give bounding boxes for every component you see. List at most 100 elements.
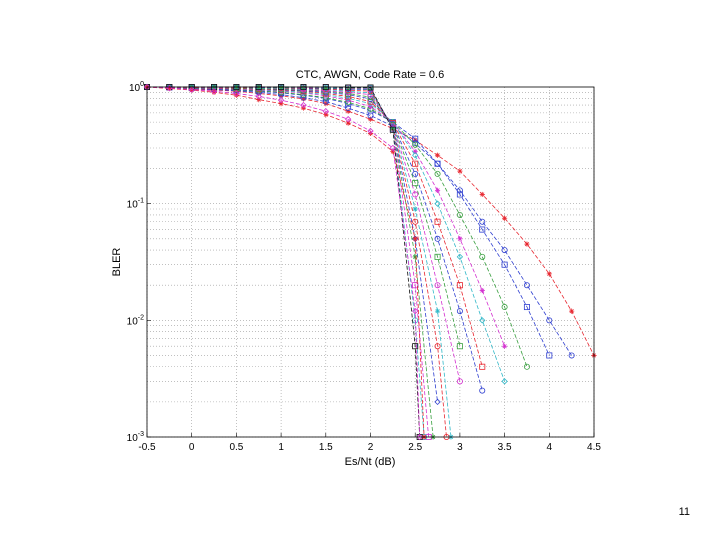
y-tick-label: 10-2: [127, 314, 144, 327]
data-point: [523, 282, 530, 289]
data-point: [344, 95, 352, 102]
series-line: [147, 86, 461, 382]
data-point: [568, 352, 575, 359]
data-point: [523, 304, 530, 311]
x-axis-label: Es/Nt (dB): [345, 456, 396, 468]
data-point: [479, 287, 485, 294]
data-point: [456, 253, 464, 261]
y-axis-label: BLER: [111, 248, 123, 277]
x-tick-label: 4: [547, 442, 553, 453]
data-point: [412, 152, 419, 159]
data-point: [434, 282, 441, 289]
data-point: [412, 160, 419, 167]
data-point: [389, 126, 396, 133]
series-line: [147, 86, 438, 402]
data-point: [367, 84, 374, 91]
series-line: [147, 86, 461, 347]
data-point: [412, 170, 419, 177]
data-point: [456, 191, 463, 198]
series-line: [146, 86, 528, 367]
data-point: [189, 87, 195, 93]
data-point: [367, 100, 374, 107]
x-tick-label: 0.5: [229, 442, 243, 453]
x-tick-label: 3.5: [498, 442, 512, 453]
data-point: [412, 282, 419, 289]
data-point: [457, 236, 463, 242]
data-point: [524, 241, 530, 247]
data-point: [345, 85, 351, 92]
data-point: [389, 144, 397, 152]
x-tick-label: 1.5: [319, 442, 333, 453]
data-point: [412, 206, 418, 212]
data-point: [434, 187, 441, 193]
data-point: [345, 97, 351, 103]
series-14: [144, 84, 436, 440]
data-point: [412, 191, 419, 198]
data-point: [412, 236, 418, 242]
data-point: [479, 226, 486, 233]
data-point: [457, 168, 463, 174]
series-line: [147, 86, 483, 367]
data-point: [210, 88, 218, 95]
series-1: [144, 84, 597, 359]
data-point: [456, 211, 463, 218]
x-tick-label: 3: [457, 442, 463, 453]
data-point: [456, 343, 463, 350]
data-point: [412, 148, 418, 155]
data-point: [434, 398, 441, 406]
series-line: [147, 86, 505, 382]
y-tick-label: 100: [129, 81, 144, 94]
data-point: [412, 343, 419, 350]
data-point: [322, 98, 329, 105]
data-point: [479, 317, 486, 324]
data-point: [546, 352, 553, 359]
data-point: [412, 307, 419, 315]
data-point: [278, 101, 284, 107]
data-point: [278, 84, 284, 91]
data-point: [434, 152, 441, 158]
data-point: [188, 86, 195, 93]
data-point: [412, 141, 419, 148]
data-point: [367, 90, 374, 96]
data-point: [434, 308, 441, 314]
data-point: [479, 191, 485, 198]
x-tick-label: 1: [278, 442, 284, 453]
data-point: [502, 215, 508, 221]
data-point: [434, 218, 441, 225]
series-line: [147, 86, 429, 438]
data-point: [323, 101, 329, 107]
x-tick-label: 2.5: [408, 442, 422, 453]
data-point: [456, 378, 463, 385]
data-point: [322, 108, 329, 115]
series-line: [147, 86, 425, 438]
data-point: [479, 387, 486, 394]
data-point: [479, 253, 486, 260]
series-line: [147, 86, 452, 438]
data-point: [501, 261, 508, 268]
data-point: [479, 218, 486, 225]
data-point: [412, 218, 419, 225]
x-tick-label: 0: [189, 442, 195, 453]
data-point: [390, 148, 396, 155]
data-point: [434, 170, 441, 177]
data-point: [367, 116, 374, 122]
series-15: [143, 84, 432, 440]
axis-ticks: -0.5 0 0.5 1 1.5 2 2.5 3 3.5 4 4.5 100 10-1 10-2 10-3: [127, 81, 602, 453]
data-point: [434, 235, 441, 242]
series-19: [143, 83, 423, 441]
data-point: [323, 85, 329, 91]
data-point: [367, 127, 374, 135]
data-point: [412, 140, 419, 147]
data-point: [211, 89, 217, 95]
data-point: [166, 85, 172, 92]
data-point: [277, 97, 285, 104]
y-tick-label: 10-1: [127, 198, 144, 211]
data-point: [300, 96, 307, 102]
data-point: [412, 135, 419, 142]
chart-title: CTC, AWGN, Code Rate = 0.6: [296, 69, 444, 81]
series-line: [146, 86, 595, 356]
data-point: [345, 120, 351, 126]
series-line: [146, 86, 425, 438]
x-tick-label: -0.5: [138, 442, 156, 453]
